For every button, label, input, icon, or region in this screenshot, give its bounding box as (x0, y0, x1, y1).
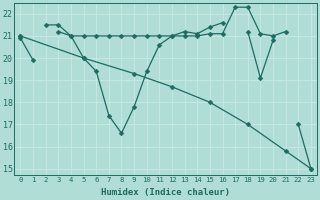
X-axis label: Humidex (Indice chaleur): Humidex (Indice chaleur) (101, 188, 230, 197)
